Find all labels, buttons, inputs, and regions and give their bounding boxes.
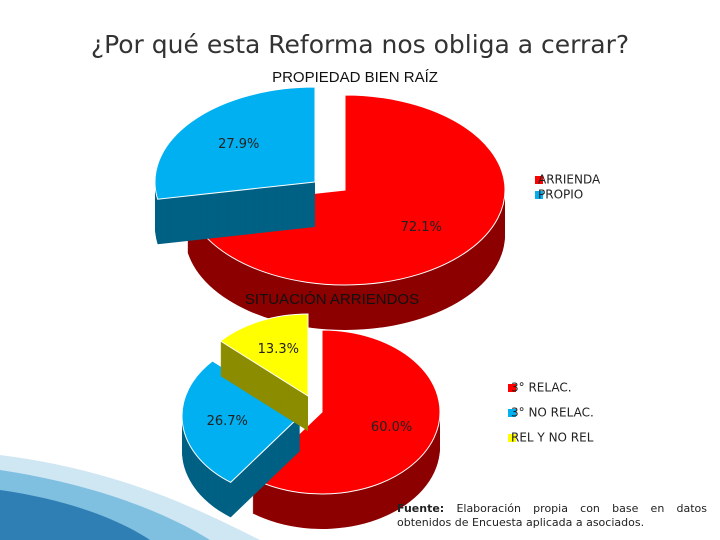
chart-title: SITUACIÓN ARRIENDOS xyxy=(245,291,419,308)
legend-swatch xyxy=(535,191,543,199)
slice-top xyxy=(251,329,441,495)
legend-swatch xyxy=(535,176,543,184)
slice-top xyxy=(219,313,309,397)
slice-top xyxy=(186,94,506,286)
legend-label: ARRIENDA xyxy=(538,173,601,187)
legend-swatch xyxy=(508,409,516,417)
slice-top xyxy=(154,86,316,200)
legend-label: 3° RELAC. xyxy=(511,381,572,395)
legend-label: 3° NO RELAC. xyxy=(511,406,594,420)
data-label: 26.7% xyxy=(207,414,248,429)
pie-slice xyxy=(219,313,309,431)
slice-top xyxy=(181,360,301,483)
legend-label: PROPIO xyxy=(538,188,583,202)
data-label: 27.9% xyxy=(218,137,259,152)
legend-swatch xyxy=(508,434,516,442)
chart-title: PROPIEDAD BIEN RAÍZ xyxy=(272,69,438,86)
data-label: 60.0% xyxy=(371,420,412,435)
pie-slice xyxy=(181,360,301,518)
source-label: Fuente: xyxy=(397,502,445,515)
slide-title: ¿Por qué esta Reforma nos obliga a cerra… xyxy=(91,30,629,59)
decor-wave xyxy=(0,490,150,540)
pie-slice xyxy=(154,86,316,245)
pie-slice xyxy=(186,94,506,330)
legend-label: REL Y NO REL xyxy=(511,431,594,445)
pie-slice xyxy=(251,329,441,529)
data-label: 13.3% xyxy=(258,342,299,357)
legend-swatch xyxy=(508,384,516,392)
source-note: Fuente: Elaboración propia con base en d… xyxy=(397,502,707,530)
source-text: Elaboración propia con base en datos obt… xyxy=(397,502,707,529)
data-label: 72.1% xyxy=(401,220,442,235)
